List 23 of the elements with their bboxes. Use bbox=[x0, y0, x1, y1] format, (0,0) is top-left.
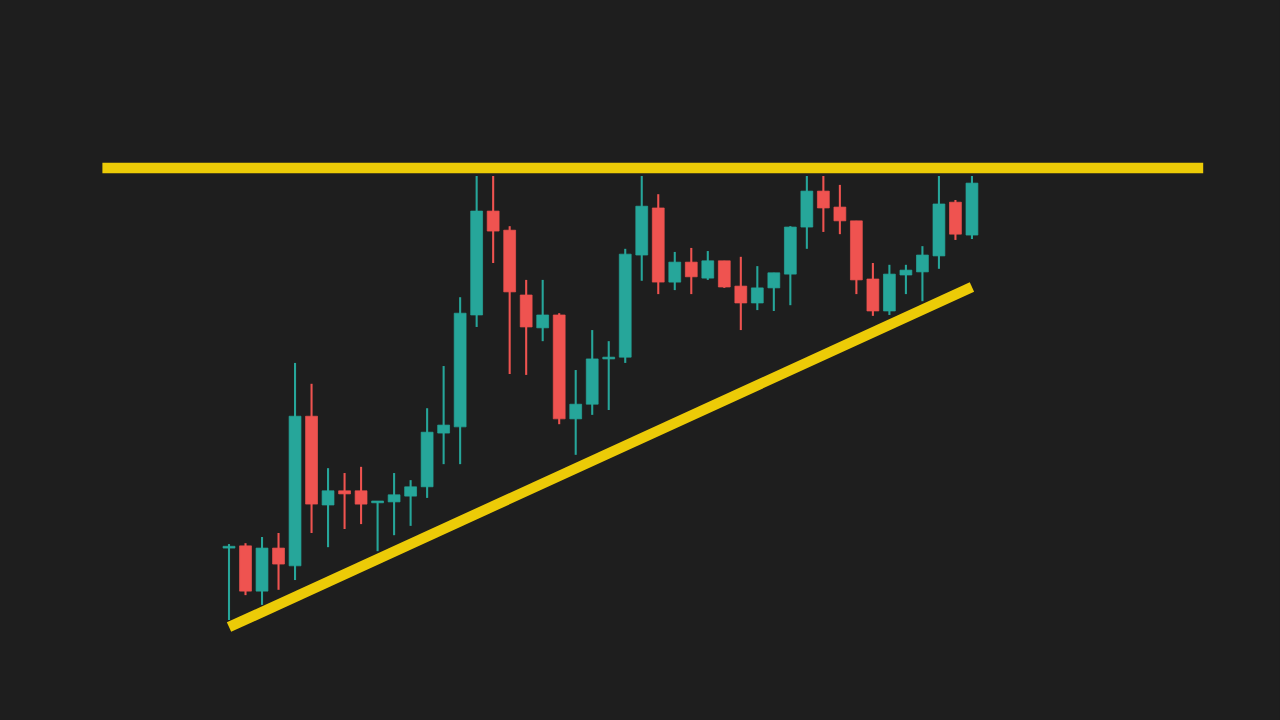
candlestick bbox=[569, 368, 582, 456]
candlestick bbox=[602, 340, 616, 412]
candlestick bbox=[272, 531, 285, 591]
candlestick bbox=[486, 174, 500, 265]
candlestick bbox=[916, 245, 929, 303]
candlestick bbox=[701, 250, 715, 281]
candlestick bbox=[404, 479, 417, 527]
candlestick bbox=[222, 543, 236, 622]
candlestick bbox=[338, 472, 351, 531]
candlestick bbox=[354, 465, 368, 526]
candlestick bbox=[751, 265, 764, 312]
candlestick bbox=[387, 472, 401, 537]
candlestick bbox=[767, 271, 781, 313]
candlestick bbox=[817, 174, 830, 233]
candlestick bbox=[833, 183, 847, 236]
candlestick bbox=[684, 246, 698, 296]
candlestick bbox=[899, 263, 913, 296]
candlestick bbox=[536, 278, 549, 343]
candlestick bbox=[321, 467, 335, 549]
candlestick bbox=[668, 250, 682, 292]
candlestick bbox=[371, 499, 384, 553]
candlestick bbox=[437, 364, 450, 466]
candlestick bbox=[734, 255, 748, 332]
